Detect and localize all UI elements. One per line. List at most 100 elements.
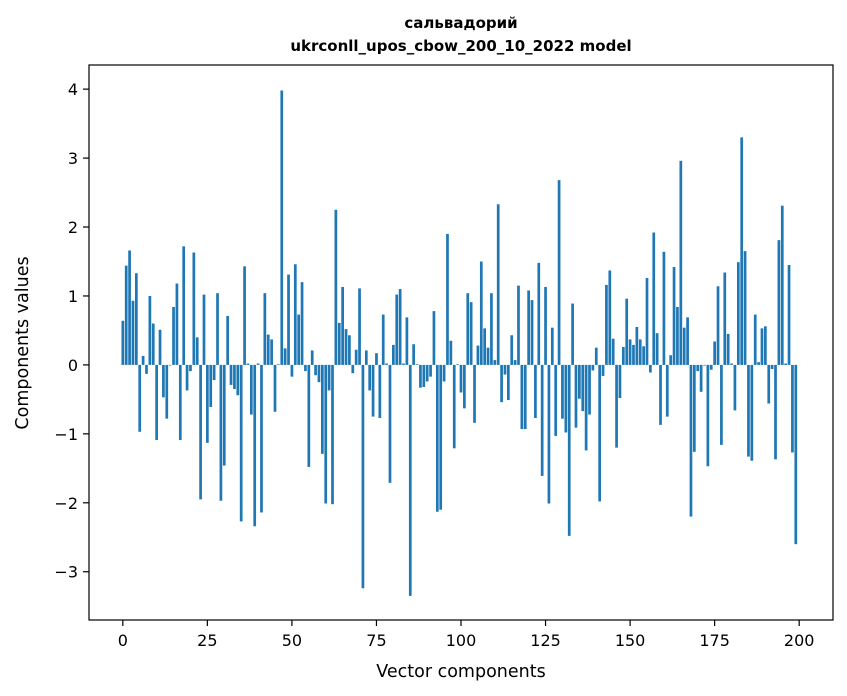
bar-10 bbox=[155, 364, 158, 441]
bar-123 bbox=[537, 262, 541, 365]
bar-63 bbox=[334, 209, 338, 365]
bar-36 bbox=[243, 266, 246, 365]
bar-165 bbox=[679, 160, 683, 365]
bar-156 bbox=[649, 364, 652, 373]
bar-119 bbox=[523, 364, 527, 430]
bar-174 bbox=[709, 364, 713, 370]
bar-115 bbox=[510, 335, 514, 365]
bar-117 bbox=[517, 285, 520, 365]
bar-116 bbox=[513, 360, 517, 365]
bar-19 bbox=[185, 364, 189, 391]
bar-42 bbox=[263, 293, 267, 365]
bar-176 bbox=[716, 286, 720, 365]
bar-16 bbox=[175, 283, 179, 365]
bar-80 bbox=[392, 344, 395, 365]
bar-108 bbox=[486, 347, 490, 365]
bar-85 bbox=[408, 364, 412, 596]
bar-171 bbox=[699, 364, 703, 392]
bar-135 bbox=[578, 364, 581, 399]
bar-83 bbox=[402, 363, 405, 365]
bar-128 bbox=[554, 364, 558, 436]
bar-72 bbox=[364, 350, 368, 365]
bar-188 bbox=[757, 362, 760, 365]
bar-2 bbox=[128, 250, 131, 365]
bar-139 bbox=[591, 364, 595, 371]
bar-68 bbox=[351, 364, 355, 374]
bar-126 bbox=[547, 364, 551, 504]
bar-189 bbox=[760, 328, 764, 365]
bar-177 bbox=[720, 364, 723, 445]
y-tick-label: 4 bbox=[68, 80, 78, 99]
bar-157 bbox=[652, 232, 656, 365]
bar-162 bbox=[669, 355, 673, 365]
bar-96 bbox=[446, 233, 449, 365]
bar-182 bbox=[736, 262, 740, 365]
bar-191 bbox=[767, 364, 771, 404]
bar-143 bbox=[605, 284, 608, 365]
x-tick-label: 150 bbox=[615, 631, 646, 650]
bar-94 bbox=[439, 364, 443, 510]
bar-147 bbox=[618, 364, 622, 398]
y-tick-label: 1 bbox=[68, 287, 78, 306]
bar-9 bbox=[151, 323, 155, 365]
bar-102 bbox=[466, 293, 470, 365]
bar-180 bbox=[730, 363, 733, 365]
bar-131 bbox=[564, 364, 568, 433]
bar-163 bbox=[672, 267, 676, 365]
bar-11 bbox=[158, 329, 162, 365]
bar-164 bbox=[676, 306, 679, 365]
bar-112 bbox=[500, 364, 503, 403]
chart-title-line-2: ukrconll_upos_cbow_200_10_2022 model bbox=[290, 37, 631, 55]
bar-4 bbox=[134, 273, 138, 365]
bar-197 bbox=[787, 264, 791, 365]
bar-28 bbox=[216, 293, 219, 365]
bar-58 bbox=[317, 364, 321, 383]
bar-5 bbox=[138, 364, 142, 432]
bar-175 bbox=[713, 341, 716, 365]
bar-152 bbox=[635, 326, 639, 365]
bar-137 bbox=[584, 364, 588, 451]
bar-81 bbox=[395, 294, 399, 365]
bar-129 bbox=[557, 180, 561, 365]
bar-59 bbox=[320, 364, 324, 454]
bar-67 bbox=[348, 335, 351, 365]
bar-79 bbox=[388, 364, 392, 483]
bar-27 bbox=[212, 364, 216, 381]
bar-118 bbox=[520, 364, 524, 430]
bar-113 bbox=[503, 364, 507, 375]
bar-142 bbox=[601, 364, 605, 376]
bar-7 bbox=[145, 364, 148, 374]
bar-111 bbox=[496, 204, 500, 365]
bar-65 bbox=[341, 287, 344, 365]
bar-194 bbox=[777, 240, 781, 365]
bar-159 bbox=[659, 364, 662, 425]
bar-190 bbox=[764, 326, 767, 365]
bar-144 bbox=[608, 270, 612, 365]
bar-29 bbox=[219, 364, 223, 501]
bar-49 bbox=[287, 274, 290, 365]
bar-149 bbox=[625, 298, 629, 365]
bar-154 bbox=[642, 346, 645, 365]
bar-132 bbox=[567, 364, 571, 536]
x-tick-label: 125 bbox=[530, 631, 561, 650]
bar-106 bbox=[479, 261, 483, 365]
bar-158 bbox=[655, 333, 659, 365]
bar-114 bbox=[506, 364, 510, 401]
bar-18 bbox=[182, 246, 186, 365]
x-tick-label: 200 bbox=[784, 631, 815, 650]
bar-110 bbox=[493, 360, 497, 365]
x-tick-label: 175 bbox=[699, 631, 730, 650]
bar-186 bbox=[750, 364, 754, 461]
bar-99 bbox=[456, 364, 459, 365]
bars-group bbox=[121, 90, 798, 596]
bar-146 bbox=[615, 364, 618, 448]
bar-38 bbox=[249, 364, 253, 415]
bar-8 bbox=[148, 295, 152, 365]
bar-92 bbox=[432, 311, 436, 365]
bar-192 bbox=[770, 364, 774, 370]
bar-125 bbox=[544, 287, 547, 365]
bar-107 bbox=[483, 328, 487, 365]
bar-97 bbox=[449, 340, 453, 365]
bar-82 bbox=[398, 289, 402, 365]
bar-41 bbox=[260, 364, 263, 513]
